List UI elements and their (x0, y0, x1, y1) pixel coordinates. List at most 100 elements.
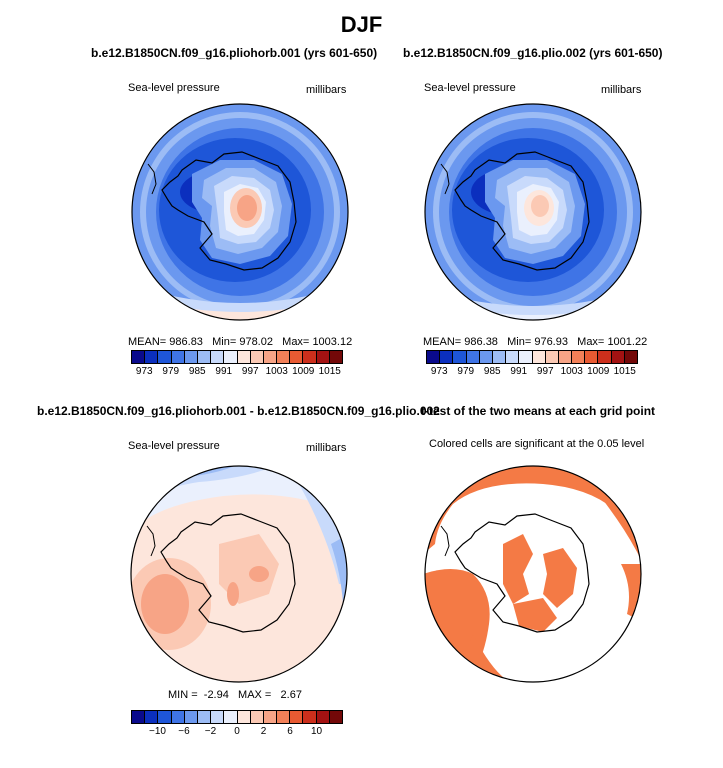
colorbar-tick-label: 979 (162, 366, 180, 377)
colorbar-swatch (145, 711, 159, 723)
colorbar-swatch (532, 351, 546, 363)
max-value: 1003.12 (312, 336, 353, 348)
map-boundary (424, 103, 642, 321)
colorbar-swatch (329, 711, 342, 723)
colorbar-swatch (145, 351, 159, 363)
max-label: Max= (577, 336, 605, 348)
colorbar-swatch (545, 351, 559, 363)
panel2-stats: MEAN= 986.38 Min= 976.93 Max= 1001.22 (423, 336, 647, 348)
min-label: Min= (212, 336, 237, 348)
colorbar-tick-label: −6 (178, 726, 190, 737)
colorbar-tick-label: 1003 (560, 366, 583, 377)
colorbar-tick-label: 1003 (265, 366, 288, 377)
colorbar-swatch (224, 711, 238, 723)
colorbar-tick-label: 979 (457, 366, 475, 377)
colorbar-swatch (237, 711, 251, 723)
colorbar-tick-label: 1009 (292, 366, 315, 377)
colorbar-swatch (316, 351, 330, 363)
min-value: 976.93 (534, 336, 568, 348)
panel3-stats: MIN = -2.94 MAX = 2.67 (168, 689, 302, 701)
panel2-units-label: millibars (601, 84, 642, 96)
colorbar-swatch (519, 351, 533, 363)
colorbar-tick-label: 997 (241, 366, 259, 377)
panel3-map (130, 465, 348, 683)
colorbar-swatch (171, 351, 185, 363)
map-boundary (424, 465, 642, 683)
colorbar-swatch (572, 351, 586, 363)
colorbar-swatch (492, 351, 507, 363)
colorbar-swatch (184, 711, 198, 723)
significant-region (425, 466, 641, 554)
panel4-caption: Colored cells are significant at the 0.0… (429, 438, 645, 450)
colorbar-tick-label: 0 (234, 726, 240, 737)
colorbar-swatch (158, 711, 172, 723)
significant-region (513, 598, 557, 632)
panel1-colorbar: 973 979 985 991 997 1003 1009 1015 (131, 350, 343, 378)
panel1-units-label: millibars (306, 84, 347, 96)
colorbar-tick-label: −10 (149, 726, 166, 737)
panel2-colorbar: 973 979 985 991 997 1003 1009 1015 (426, 350, 638, 378)
max-label: MAX = (238, 689, 272, 701)
colorbar-swatch (263, 351, 278, 363)
max-value: 2.67 (280, 689, 302, 701)
panel2-title: b.e12.B1850CN.f09_g16.plio.002 (yrs 601-… (403, 46, 663, 60)
colorbar-swatch (250, 711, 264, 723)
south-america-tip (440, 163, 450, 195)
panel2-variable-label: Sea-level pressure (424, 82, 516, 94)
colorbar-tick-label: 973 (135, 366, 153, 377)
colorbar-swatch (585, 351, 599, 363)
mean-label: MEAN= (423, 336, 462, 348)
colorbar-swatch (479, 351, 493, 363)
panel1-variable-label: Sea-level pressure (128, 82, 220, 94)
panel4-map (424, 465, 642, 683)
significant-region (543, 548, 577, 608)
max-value: 1001.22 (607, 336, 648, 348)
colorbar-tick-label: 6 (287, 726, 293, 737)
diff-contour (249, 566, 269, 582)
panel3-title: b.e12.B1850CN.f09_g16.pliohorb.001 - b.e… (37, 404, 440, 418)
south-america-tip (440, 525, 450, 557)
significant-region (503, 534, 533, 604)
colorbar-swatch (466, 351, 480, 363)
south-america-tip (146, 525, 156, 557)
colorbar-swatch (211, 351, 225, 363)
colorbar-swatch (132, 711, 146, 723)
colorbar-swatch (197, 351, 212, 363)
colorbar-tick-label: 1015 (613, 366, 636, 377)
panel3-colorbar: −10 −6 −2 0 2 6 10 (131, 710, 343, 738)
panel1-map (131, 103, 349, 321)
colorbar-swatch (290, 351, 304, 363)
colorbar-swatch (211, 711, 225, 723)
colorbar-swatch (611, 351, 625, 363)
min-value: 978.02 (239, 336, 273, 348)
panel3-variable-label: Sea-level pressure (128, 440, 220, 452)
panel4-title: t-test of the two means at each grid poi… (421, 404, 656, 418)
diff-contour (227, 582, 239, 606)
colorbar-swatch (132, 351, 146, 363)
colorbar-tick-label: 991 (510, 366, 528, 377)
mean-label: MEAN= (128, 336, 167, 348)
colorbar-tick-label: 1015 (318, 366, 341, 377)
colorbar-tick-label: 985 (483, 366, 501, 377)
colorbar-swatch (558, 351, 573, 363)
colorbar-tick-label: 985 (188, 366, 206, 377)
colorbar-tick-label: 991 (215, 366, 233, 377)
panel3-units-label: millibars (306, 442, 347, 454)
colorbar-swatch (303, 711, 317, 723)
colorbar-swatch (184, 351, 198, 363)
colorbar-swatch (197, 711, 212, 723)
panel2-map (424, 103, 642, 321)
colorbar-swatch (250, 351, 264, 363)
colorbar-tick-label: 2 (260, 726, 267, 737)
panel1-title: b.e12.B1850CN.f09_g16.pliohorb.001 (yrs … (91, 46, 378, 60)
colorbar-swatch (263, 711, 278, 723)
colorbar-swatch (237, 351, 251, 363)
page-title: DJF (340, 12, 383, 37)
colorbar-swatch (453, 351, 467, 363)
min-label: MIN = (168, 689, 198, 701)
colorbar-swatch (316, 711, 330, 723)
colorbar-swatch (506, 351, 520, 363)
colorbar-swatch (158, 351, 172, 363)
diff-contour (141, 574, 189, 634)
panel1-stats: MEAN= 986.83 Min= 978.02 Max= 1003.12 (128, 336, 352, 348)
